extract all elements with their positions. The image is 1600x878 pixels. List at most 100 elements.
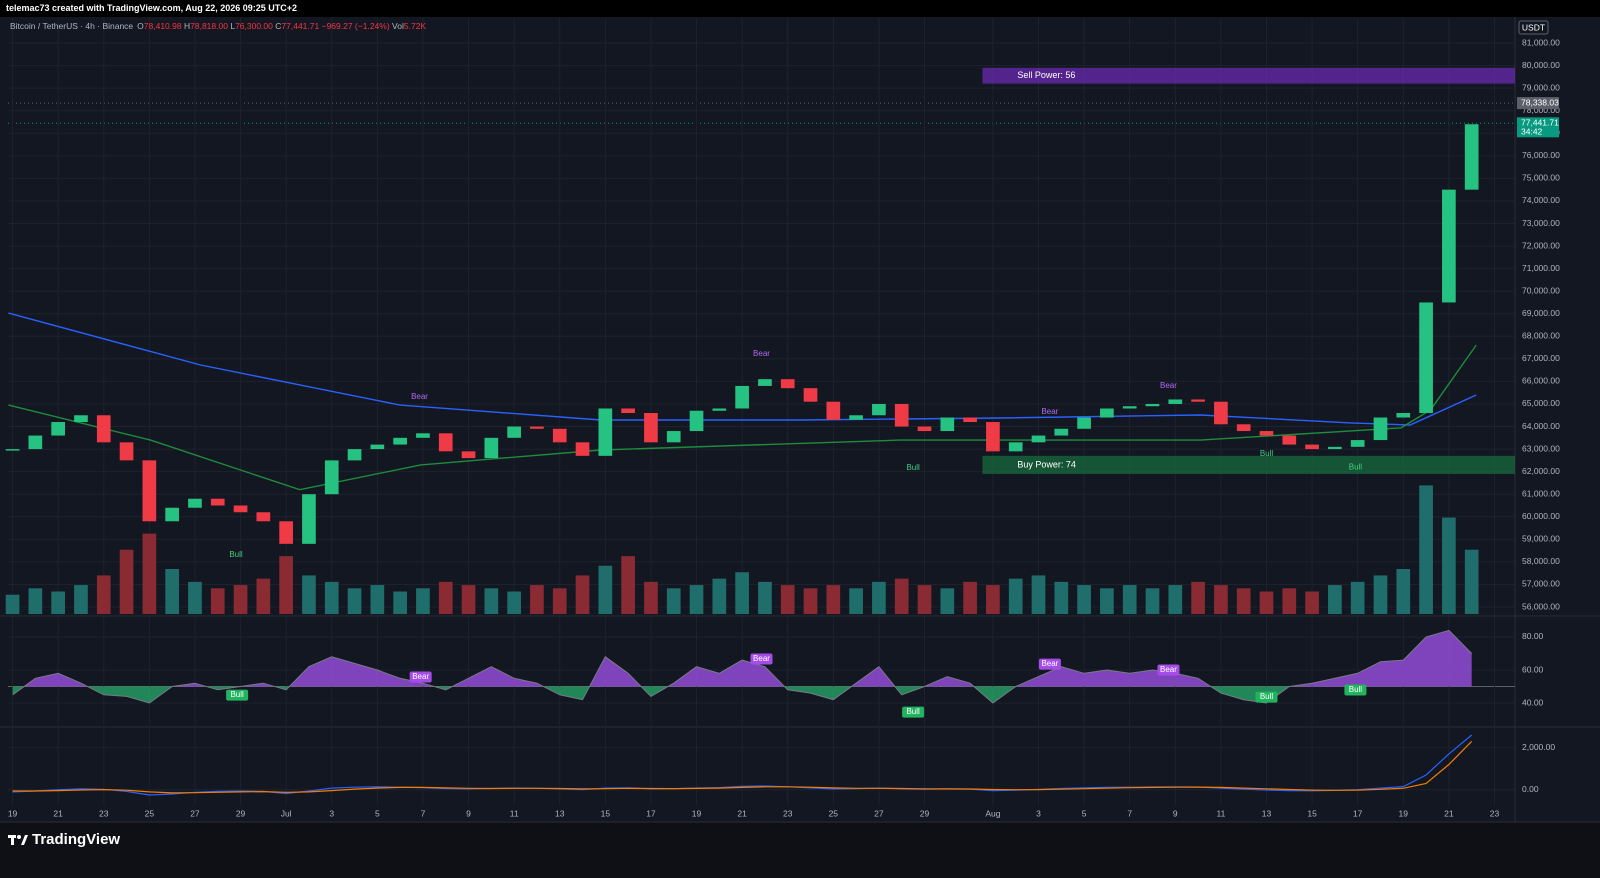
volume-bar <box>416 588 430 614</box>
signal-label: Bear <box>411 392 428 401</box>
candle <box>872 403 886 416</box>
candle <box>735 385 749 409</box>
volume-bar <box>119 549 134 614</box>
x-tick-label: 21 <box>53 808 63 818</box>
x-tick-label: 7 <box>1127 808 1132 818</box>
volume-bar <box>872 581 886 614</box>
change: −969.27 (−1.24%) <box>321 21 390 31</box>
x-tick-label: 13 <box>1262 808 1272 818</box>
volume-bar <box>393 591 407 614</box>
volume-bar <box>1191 581 1205 614</box>
volume-bar <box>1100 588 1114 614</box>
candle <box>1464 124 1479 190</box>
ohlc-key: H <box>183 21 191 31</box>
volume-bar <box>1259 591 1274 614</box>
volume-bar <box>1396 569 1411 614</box>
candle <box>917 426 932 432</box>
volume-bar <box>1054 581 1069 614</box>
y-tick-label: 2,000.00 <box>1522 742 1555 752</box>
candle <box>1077 417 1091 429</box>
volume-bar <box>74 585 88 614</box>
volume-bar <box>1214 585 1228 614</box>
y-tick-label: 62,000.00 <box>1522 466 1560 476</box>
x-tick-label: Jul <box>281 808 292 818</box>
x-tick-label: 25 <box>145 808 155 818</box>
y-tick-label: 73,000.00 <box>1522 218 1560 228</box>
y-tick-label: 70,000.00 <box>1522 285 1560 295</box>
marks-layer <box>5 67 1515 796</box>
x-tick-label: 23 <box>1490 808 1500 818</box>
signal-label: Bull <box>906 707 920 716</box>
ohlc-key: L <box>230 21 236 31</box>
signal-box <box>750 653 773 665</box>
y-tick-label: 74,000.00 <box>1522 195 1560 205</box>
candle <box>986 422 1000 452</box>
power-zone <box>982 67 1515 84</box>
volume-bar <box>689 585 704 614</box>
signal-label: Bear <box>1160 381 1177 390</box>
x-tick-label: 29 <box>236 808 246 818</box>
candle <box>51 422 65 436</box>
volume-bar <box>461 585 476 614</box>
labels-layer: 56,000.00 57,000.00 58,000.00 59,000.00 60,0… <box>8 37 1560 818</box>
ohlc-value: 78,410.98 <box>143 21 182 31</box>
volume-bar <box>644 581 658 614</box>
volume-bar <box>1442 517 1456 614</box>
candle <box>940 417 955 432</box>
volume-bar <box>324 581 339 614</box>
footer-logo: TradingView <box>8 831 120 848</box>
x-tick-label: 3 <box>329 808 334 818</box>
volume-bar <box>1419 485 1433 614</box>
signal-label: Bear <box>1041 659 1058 668</box>
candle <box>74 415 88 423</box>
volume-value: 5.72K <box>403 21 427 31</box>
candle <box>1442 189 1456 303</box>
legend: Bitcoin / TetherUS · 4h · Binance O78,41… <box>10 21 426 31</box>
candle <box>666 431 681 443</box>
signal-label: Bull <box>1349 462 1363 471</box>
volume-bar <box>1350 581 1365 614</box>
volume-bar <box>142 533 157 614</box>
x-tick-label: 17 <box>1353 808 1363 818</box>
zone-label: Buy Power: 74 <box>1017 459 1076 469</box>
candle <box>370 444 385 450</box>
y-tick-label: 72,000.00 <box>1522 240 1560 250</box>
candle <box>1419 302 1433 414</box>
volume-bar <box>621 556 635 614</box>
volume-bar <box>803 588 818 614</box>
volume-bar <box>438 581 453 614</box>
volume-bar <box>279 556 293 614</box>
candle <box>1100 408 1114 418</box>
volume-bar <box>507 591 521 614</box>
x-tick-label: 23 <box>783 808 793 818</box>
candle <box>1350 440 1365 447</box>
candle <box>302 494 316 544</box>
volume-bar <box>986 585 1000 614</box>
candle <box>894 403 909 427</box>
oscillator-area-above <box>12 630 1472 687</box>
x-tick-label: 27 <box>874 808 884 818</box>
candle <box>393 437 407 445</box>
power-zone <box>982 455 1515 474</box>
x-tick-label: 3 <box>1036 808 1041 818</box>
candle <box>279 521 293 544</box>
oscillator-area-below <box>12 686 1290 703</box>
signal-label: Bear <box>753 654 770 663</box>
y-tick-label: 59,000.00 <box>1522 534 1560 544</box>
price-tag-label: 78,338.03 <box>1521 97 1559 107</box>
candle <box>1145 403 1160 407</box>
candle <box>165 507 179 522</box>
candle <box>1168 399 1183 404</box>
x-tick-label: Aug <box>985 808 1000 818</box>
volume-bar <box>940 588 955 614</box>
volume-bar <box>256 578 271 614</box>
x-tick-label: 5 <box>375 808 380 818</box>
volume-bar <box>1373 575 1388 614</box>
volume-bar <box>484 588 499 614</box>
x-tick-label: 5 <box>1082 808 1087 818</box>
volume-bar <box>233 585 248 614</box>
volume-bar <box>1031 575 1046 614</box>
currency: USDT <box>1522 22 1545 32</box>
volume-bar <box>1008 578 1023 614</box>
